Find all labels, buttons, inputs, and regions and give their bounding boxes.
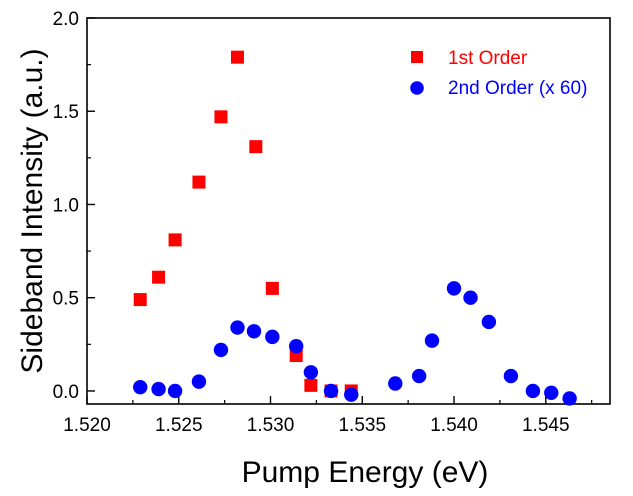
- x-tick-label: 1.540: [430, 415, 478, 436]
- data-point-1st-order: [192, 175, 206, 189]
- data-point-1st-order: [249, 140, 263, 154]
- x-tick-label: 1.530: [247, 415, 295, 436]
- data-points: [133, 50, 577, 406]
- data-point-2nd-order: [463, 290, 478, 305]
- plot-frame: [86, 17, 611, 405]
- y-tick-label: 2.0: [53, 9, 79, 30]
- data-point-2nd-order: [388, 376, 403, 391]
- x-tick-labels: 1.520 1.525 1.530 1.535 1.540 1.545: [63, 415, 569, 436]
- y-tick-label: 0.0: [53, 382, 79, 403]
- data-point-2nd-order: [323, 383, 339, 399]
- legend: 1st Order 2nd Order (x 60): [410, 48, 587, 99]
- data-point-2nd-order: [151, 381, 166, 397]
- data-point-1st-order: [133, 293, 147, 307]
- data-point-2nd-order: [303, 365, 319, 380]
- data-point-1st-order: [214, 110, 228, 124]
- y-tick-label: 0.5: [53, 289, 79, 310]
- data-point-2nd-order: [230, 320, 245, 335]
- x-tick-label: 1.520: [63, 415, 111, 436]
- data-point-2nd-order: [503, 368, 519, 384]
- data-point-2nd-order: [446, 281, 462, 296]
- data-point-2nd-order: [411, 368, 427, 384]
- data-point-2nd-order: [525, 383, 541, 399]
- legend-marker-2nd-order: [410, 81, 424, 95]
- data-point-1st-order: [304, 378, 318, 392]
- x-tick-label: 1.535: [338, 415, 386, 436]
- legend-label-1st-order: 1st Order: [448, 48, 528, 69]
- x-axis-title: Pump Energy (eV): [242, 456, 489, 489]
- x-tick-label: 1.545: [522, 415, 570, 436]
- legend-label-2nd-order: 2nd Order (x 60): [448, 78, 587, 99]
- data-point-2nd-order: [133, 380, 148, 395]
- data-point-1st-order: [152, 270, 166, 284]
- data-point-2nd-order: [167, 383, 183, 399]
- x-tick-label: 1.525: [155, 415, 203, 436]
- data-point-1st-order: [265, 281, 279, 295]
- data-point-2nd-order: [246, 324, 262, 339]
- y-tick-label: 1.5: [53, 102, 79, 123]
- series-2: [133, 281, 577, 406]
- data-point-2nd-order: [265, 329, 280, 345]
- data-point-2nd-order: [424, 333, 440, 348]
- data-point-2nd-order: [544, 385, 559, 401]
- y-tick-label: 1.0: [53, 195, 79, 216]
- data-point-2nd-order: [562, 391, 577, 406]
- data-point-2nd-order: [289, 338, 304, 354]
- data-point-1st-order: [230, 50, 244, 64]
- data-point-2nd-order: [213, 342, 229, 358]
- data-point-2nd-order: [191, 374, 207, 389]
- data-point-2nd-order: [344, 387, 359, 402]
- axis-ticks: [86, 17, 593, 404]
- legend-marker-1st-order: [411, 51, 423, 63]
- series-1: [133, 50, 358, 398]
- data-point-1st-order: [168, 233, 182, 247]
- data-point-2nd-order: [481, 314, 497, 330]
- y-axis-title: Sideband Intensity (a.u.): [16, 48, 49, 373]
- y-tick-labels: 0.0 0.5 1.0 1.5 2.0: [53, 9, 79, 403]
